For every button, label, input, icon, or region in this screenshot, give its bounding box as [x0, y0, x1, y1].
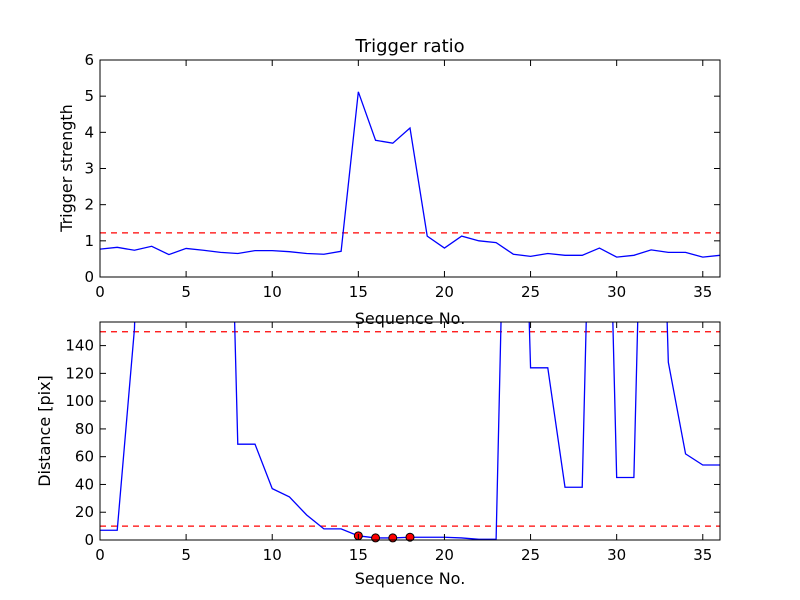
x-tick-label: 10 [263, 283, 282, 301]
x-axis-label: Sequence No. [355, 309, 466, 328]
x-axis-label: Sequence No. [355, 569, 466, 588]
y-axis-label: Distance [pix] [35, 375, 54, 487]
x-tick-label: 30 [607, 283, 626, 301]
x-tick-label: 0 [95, 283, 105, 301]
data-point-marker [371, 533, 381, 543]
y-tick-label: 40 [75, 475, 94, 493]
x-tick-label: 25 [521, 283, 540, 301]
y-tick-label: 20 [75, 503, 94, 521]
x-tick-label: 35 [693, 546, 712, 564]
y-axis-label: Trigger strength [57, 104, 76, 233]
y-tick-label: 4 [84, 123, 94, 141]
x-tick-label: 0 [95, 546, 105, 564]
y-tick-label: 100 [65, 392, 94, 410]
y-tick-label: 120 [65, 364, 94, 382]
plot-area: 0 5 10 15 20 25 30 35 0 20 40 60 80 100 120 140 [65, 321, 721, 564]
x-tick-label: 20 [435, 283, 454, 301]
distance-chart: 0 5 10 15 20 25 30 35 0 20 40 60 80 100 120 140 Sequenc… [35, 321, 721, 588]
y-tick-label: 1 [84, 232, 94, 250]
axes-frame [99, 321, 721, 541]
x-tick-label: 5 [181, 283, 191, 301]
x-tick-label: 20 [435, 546, 454, 564]
y-tick-label: 140 [65, 337, 94, 355]
y-tick-label: 60 [75, 448, 94, 466]
trigger-ratio-chart: Trigger ratio 0 5 10 15 20 25 30 35 0 1 2 3 4 5 6 Sequ… [57, 36, 721, 328]
x-tick-label: 10 [263, 546, 282, 564]
y-tick-label: 6 [84, 51, 94, 69]
x-tick-label: 15 [349, 546, 368, 564]
data-point-marker [388, 533, 398, 543]
y-tick-label: 0 [84, 268, 94, 286]
y-tick-label: 80 [75, 420, 94, 438]
y-tick-label: 2 [84, 196, 94, 214]
x-tick-label: 35 [693, 283, 712, 301]
y-tick-label: 0 [84, 531, 94, 549]
y-tick-label: 5 [84, 87, 94, 105]
x-tick-label: 5 [181, 546, 191, 564]
y-tick-label: 3 [84, 160, 94, 178]
chart-title: Trigger ratio [354, 36, 464, 57]
x-tick-label: 30 [607, 546, 626, 564]
x-tick-label: 15 [349, 283, 368, 301]
x-tick-label: 25 [521, 546, 540, 564]
plot-area: 0 5 10 15 20 25 30 35 0 1 2 3 4 5 6 [84, 51, 721, 301]
series-line [100, 91, 720, 258]
data-point-marker [405, 532, 415, 542]
